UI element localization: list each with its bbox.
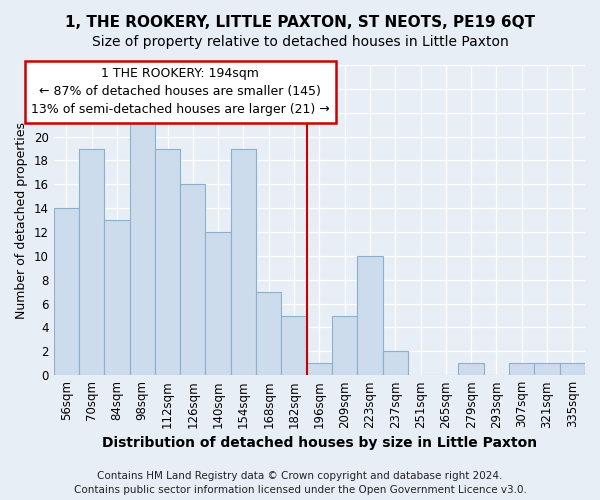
Bar (231, 148, 256, 375)
Bar (281, 316, 307, 375)
Bar (205, 232, 231, 375)
Bar (180, 184, 205, 375)
Text: Size of property relative to detached houses in Little Paxton: Size of property relative to detached ho… (92, 35, 508, 49)
Bar (79, 148, 104, 375)
Y-axis label: Number of detached properties: Number of detached properties (15, 122, 28, 318)
Bar (332, 316, 357, 375)
Bar (383, 352, 408, 375)
Bar (535, 364, 560, 375)
Text: 1, THE ROOKERY, LITTLE PAXTON, ST NEOTS, PE19 6QT: 1, THE ROOKERY, LITTLE PAXTON, ST NEOTS,… (65, 15, 535, 30)
Bar (458, 364, 484, 375)
Text: 1 THE ROOKERY: 194sqm
← 87% of detached houses are smaller (145)
13% of semi-det: 1 THE ROOKERY: 194sqm ← 87% of detached … (31, 68, 329, 116)
Bar (130, 112, 155, 375)
Bar (560, 364, 585, 375)
X-axis label: Distribution of detached houses by size in Little Paxton: Distribution of detached houses by size … (102, 436, 537, 450)
Bar (357, 256, 383, 375)
Bar (155, 148, 180, 375)
Bar (509, 364, 535, 375)
Bar (53, 208, 79, 375)
Bar (307, 364, 332, 375)
Bar (256, 292, 281, 375)
Text: Contains HM Land Registry data © Crown copyright and database right 2024.
Contai: Contains HM Land Registry data © Crown c… (74, 471, 526, 495)
Bar (104, 220, 130, 375)
